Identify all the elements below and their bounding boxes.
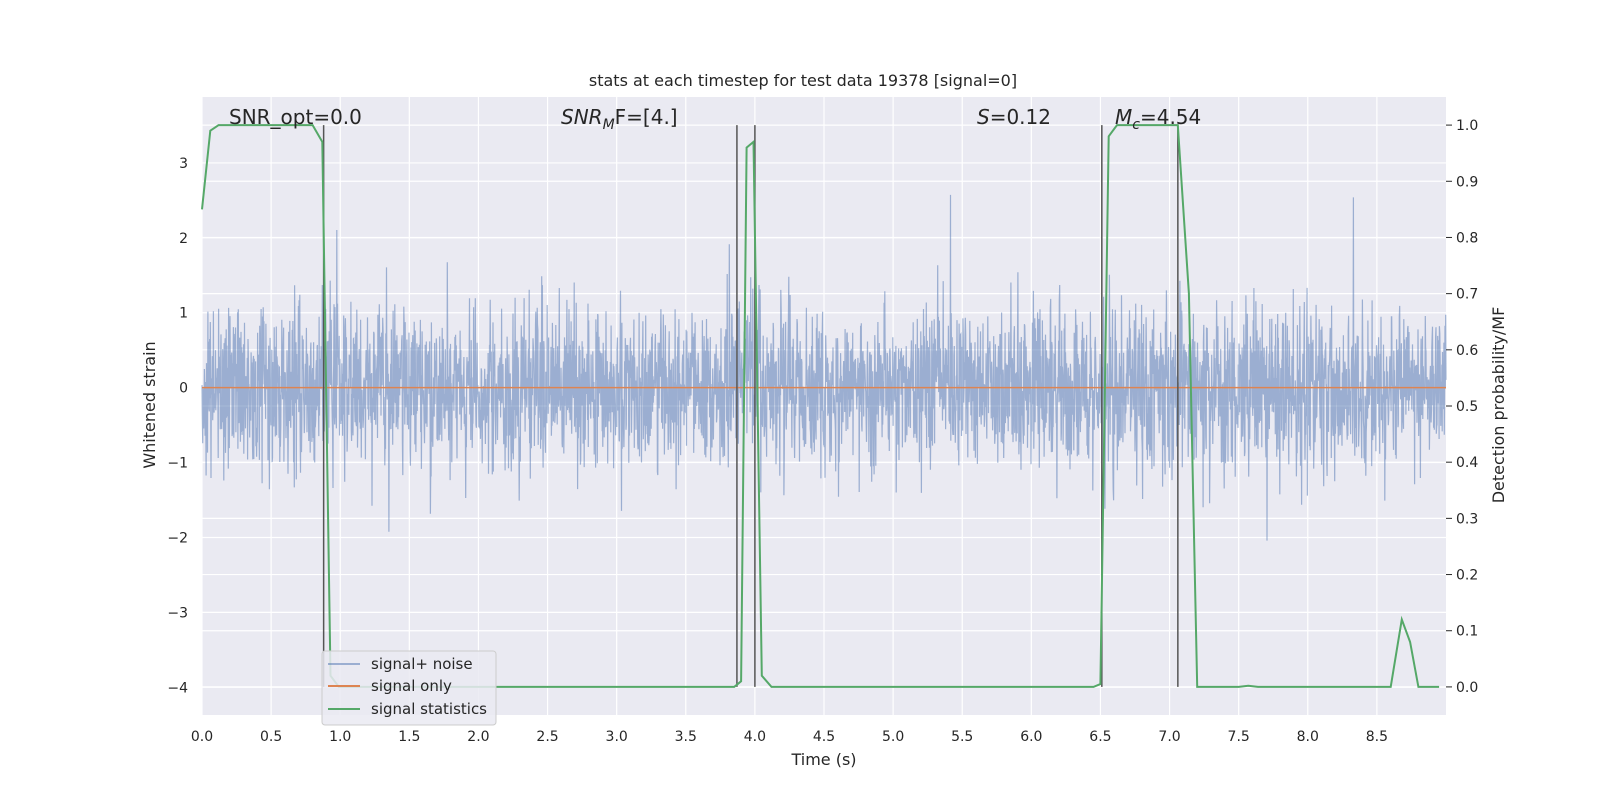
right-y-tick-label: 0.0: [1456, 680, 1478, 696]
snr-mf-value: F=[4.]: [615, 105, 678, 129]
x-tick-label: 5.0: [882, 729, 904, 745]
x-tick-label: 0.0: [191, 729, 213, 745]
left-y-tick-label: 2: [179, 231, 188, 247]
right-y-tick-label: 0.2: [1456, 568, 1478, 584]
x-tick-label: 3.0: [606, 729, 628, 745]
right-y-tick-label: 0.5: [1456, 399, 1478, 415]
right-y-tick-label: 0.3: [1456, 511, 1478, 527]
signal-noise-trace: [201, 194, 1447, 541]
right-y-axis-label: Detection probability/MF: [1489, 307, 1508, 504]
right-y-tick-label: 0.4: [1456, 455, 1478, 471]
x-tick-label: 1.0: [329, 729, 351, 745]
left-y-tick-label: 1: [179, 306, 188, 322]
x-tick-label: 7.5: [1228, 729, 1250, 745]
mc-symbol: M: [1115, 105, 1132, 129]
legend: signal+ noise signal only signal statist…: [321, 650, 497, 726]
right-y-tick-label: 0.1: [1456, 624, 1478, 640]
right-y-axis-ticks: 1.0 0.9 0.8 0.7 0.6 0.5 0.4 0.3 0.2 0.1 0.0: [1446, 118, 1478, 696]
x-tick-label: 2.0: [467, 729, 489, 745]
right-y-tick-label: 0.7: [1456, 287, 1478, 303]
legend-label-signal-statistics: signal statistics: [371, 700, 487, 718]
legend-label-signal-only: signal only: [371, 677, 452, 695]
left-y-tick-label: −4: [167, 680, 188, 696]
right-y-tick-label: 0.9: [1456, 174, 1478, 190]
mc-annotation: Mc=4.54: [1115, 105, 1201, 133]
left-y-tick-label: −2: [167, 530, 188, 546]
right-y-tick-label: 0.8: [1456, 230, 1478, 246]
x-axis-ticks: 0.0 0.5 1.0 1.5 2.0 2.5 3.0 3.5 4.0 4.5 5.0 5.5 6.0 6…: [191, 729, 1388, 745]
signal-noise-series: [201, 194, 1447, 541]
left-y-tick-label: 3: [179, 156, 188, 172]
snr-opt-annotation: SNR_opt=0.0: [229, 105, 362, 129]
x-tick-label: 3.5: [675, 729, 697, 745]
right-y-tick-label: 0.6: [1456, 343, 1478, 359]
right-y-tick-label: 1.0: [1456, 118, 1478, 134]
legend-box: [321, 650, 497, 726]
snr-mf-annotation: SNRMF=[4.]: [561, 105, 678, 133]
signal-statistics-series: [201, 124, 1440, 688]
x-tick-label: 1.5: [398, 729, 420, 745]
left-y-tick-label: 0: [179, 381, 188, 397]
left-y-axis-label: Whitened strain: [140, 341, 159, 468]
x-tick-label: 7.0: [1158, 729, 1180, 745]
mc-value: =4.54: [1140, 105, 1201, 129]
x-tick-label: 6.0: [1020, 729, 1042, 745]
x-tick-label: 6.5: [1089, 729, 1111, 745]
s-symbol: S: [977, 105, 990, 129]
x-tick-label: 8.5: [1366, 729, 1388, 745]
x-tick-label: 2.5: [536, 729, 558, 745]
snr-mf-symbol: SNR: [561, 105, 603, 129]
left-y-axis-ticks: 3 2 1 0 −1 −2 −3 −4: [167, 156, 188, 696]
chart-title: stats at each timestep for test data 193…: [589, 71, 1017, 90]
legend-label-signal-noise: signal+ noise: [371, 655, 473, 673]
left-y-tick-label: −1: [167, 456, 188, 472]
mc-subscript: c: [1132, 117, 1140, 133]
x-tick-label: 0.5: [260, 729, 282, 745]
x-tick-label: 4.5: [813, 729, 835, 745]
x-tick-label: 5.5: [951, 729, 973, 745]
x-tick-label: 4.0: [744, 729, 766, 745]
s-value: =0.12: [990, 105, 1051, 129]
x-axis-label: Time (s): [790, 750, 856, 769]
s-annotation: S=0.12: [977, 105, 1051, 129]
left-y-tick-label: −3: [167, 605, 188, 621]
x-tick-label: 8.0: [1297, 729, 1319, 745]
snr-mf-subscript: M: [603, 117, 615, 133]
